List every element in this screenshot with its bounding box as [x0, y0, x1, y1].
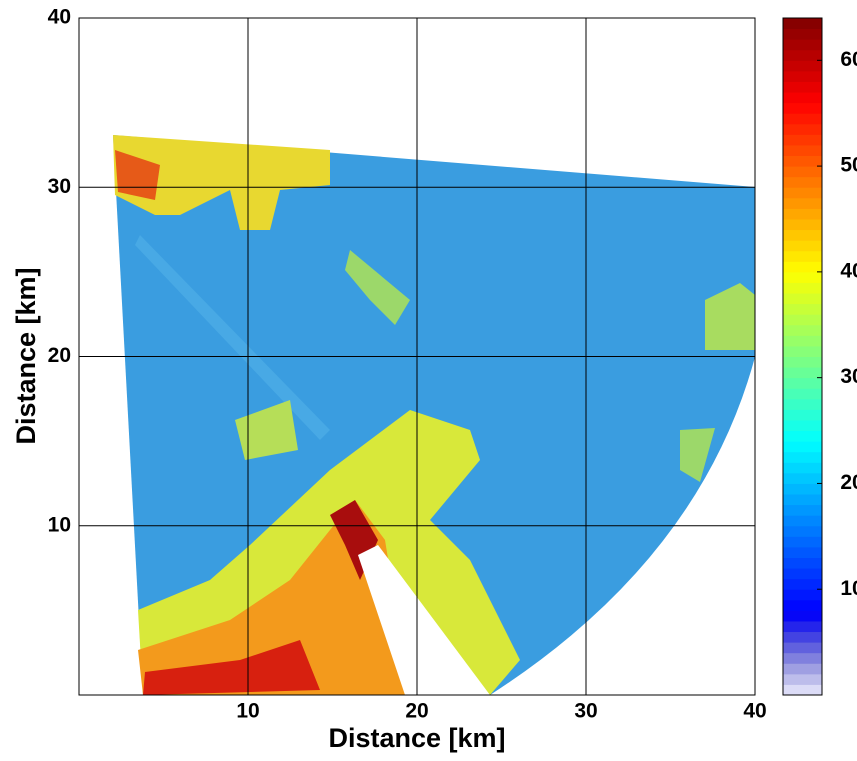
colorbar-step: [783, 197, 822, 209]
echo: [138, 500, 410, 695]
colorbar-step: [783, 335, 822, 347]
colorbar-step: [783, 599, 822, 611]
colorbar-step: [783, 472, 822, 484]
colorbar-step: [783, 176, 822, 188]
colorbar-step: [783, 293, 822, 305]
colorbar-step: [783, 589, 822, 601]
colorbar-step: [783, 240, 822, 252]
colorbar-tick-label: 10: [840, 577, 857, 600]
colorbar-step: [783, 367, 822, 379]
colorbar-tick-label: 30: [840, 365, 857, 388]
colorbar-step: [783, 557, 822, 569]
colorbar-tick-label: 50: [840, 154, 857, 177]
colorbar-step: [783, 155, 822, 167]
x-tick-label: 30: [574, 700, 597, 723]
colorbar-step: [783, 218, 822, 231]
colorbar-step: [783, 377, 822, 389]
colorbar-step: [783, 578, 822, 590]
colorbar-step: [783, 92, 822, 104]
x-tick-label: 20: [405, 700, 428, 723]
colorbar-step: [783, 261, 822, 273]
echo: [705, 283, 755, 350]
colorbar-step: [783, 546, 822, 558]
x-tick-label: 40: [743, 700, 766, 723]
plot-frame: [78, 17, 756, 696]
colorbar-step: [783, 494, 822, 506]
colorbar-step: [783, 303, 822, 315]
colorbar-step: [783, 462, 822, 474]
colorbar-step: [783, 388, 822, 400]
colorbar-step: [783, 134, 822, 146]
colorbar-step: [783, 419, 822, 432]
colorbar-step: [783, 356, 822, 368]
colorbar-step: [783, 652, 822, 664]
colorbar-step: [783, 631, 822, 643]
echo: [235, 400, 298, 460]
colorbar-step: [783, 113, 822, 125]
colorbar-step: [783, 398, 822, 410]
colorbar-step: [783, 49, 822, 61]
colorbar-step: [783, 28, 822, 40]
y-tick-label: 30: [48, 175, 71, 198]
colorbar-step: [783, 39, 822, 51]
colorbar-tick-label: 20: [840, 471, 857, 494]
colorbar-step: [783, 684, 822, 696]
echo: [143, 640, 320, 695]
colorbar-step: [783, 250, 822, 262]
y-tick-label: 10: [48, 513, 71, 536]
colorbar-step: [783, 70, 822, 82]
colorbar-step: [783, 18, 822, 30]
colorbar-step: [783, 324, 822, 336]
blocked-wedge: [358, 545, 490, 695]
colorbar-step: [783, 620, 822, 633]
colorbar-step: [783, 271, 822, 283]
colorbar-step: [783, 451, 822, 463]
colorbar-step: [783, 282, 822, 294]
colorbar-step: [783, 187, 822, 199]
colorbar-step: [783, 663, 822, 675]
radar-field: [113, 135, 755, 695]
colorbar-tick-label: 40: [840, 259, 857, 282]
colorbar-step: [783, 208, 822, 220]
x-tick-label: 10: [236, 700, 259, 723]
colorbar-step: [783, 504, 822, 516]
colorbar-step: [783, 314, 822, 326]
colorbar-step: [783, 525, 822, 537]
colorbar-step: [783, 430, 822, 442]
colorbar-step: [783, 81, 822, 93]
colorbar-step: [783, 102, 822, 114]
colorbar-step: [783, 60, 822, 72]
x-axis-label: Distance [km]: [328, 723, 505, 753]
echo: [345, 250, 410, 325]
streak: [135, 235, 330, 440]
colorbar-step: [783, 144, 822, 157]
colorbar-step: [783, 642, 822, 654]
y-axis-label: Distance [km]: [11, 267, 41, 444]
colorbar-step: [783, 345, 822, 357]
echo: [680, 428, 715, 482]
colorbar-tick-label: 60: [840, 48, 857, 71]
colorbar-step: [783, 610, 822, 622]
colorbar-step: [783, 568, 822, 580]
echo: [113, 135, 330, 230]
colorbar-step: [783, 536, 822, 548]
colorbar-frame: [782, 17, 823, 696]
colorbar-step: [783, 229, 822, 241]
colorbar-step: [783, 673, 822, 685]
colorbar-step: [783, 123, 822, 135]
colorbar-step: [783, 409, 822, 421]
y-tick-label: 20: [48, 344, 71, 367]
colorbar-step: [783, 441, 822, 453]
y-tick-label: 40: [48, 6, 71, 29]
colorbar-step: [783, 515, 822, 527]
colorbar-step: [783, 483, 822, 495]
colorbar-step: [783, 166, 822, 178]
